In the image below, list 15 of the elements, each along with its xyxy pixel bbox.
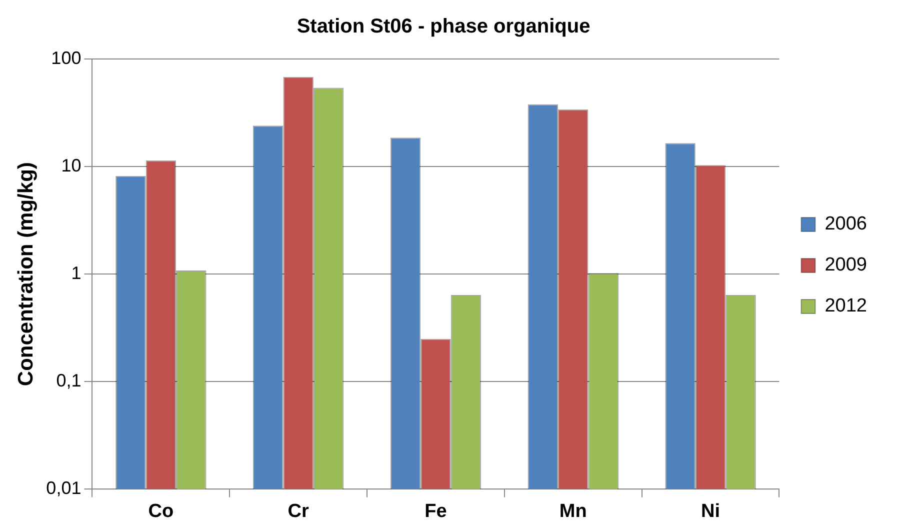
x-tick-label: Mn (559, 500, 587, 522)
chart-title: Station St06 - phase organique (296, 16, 590, 38)
y-axis-title: Concentration (mg/kg) (14, 162, 38, 386)
x-tick-label: Co (148, 500, 174, 522)
y-tick-label: 1 (71, 263, 82, 284)
y-tick-label: 10 (61, 156, 82, 176)
x-tick-label: Fe (424, 500, 447, 522)
x-tick-label: Cr (288, 500, 310, 522)
x-tick-label: Ni (701, 500, 720, 522)
y-tick-label: 0,01 (46, 478, 82, 498)
y-tick-label: 0,1 (56, 370, 82, 391)
legend-label: 2012 (824, 296, 868, 317)
y-tick-label: 100 (51, 48, 82, 68)
legend-label: 2006 (824, 214, 868, 235)
legend-label: 2009 (824, 254, 868, 276)
